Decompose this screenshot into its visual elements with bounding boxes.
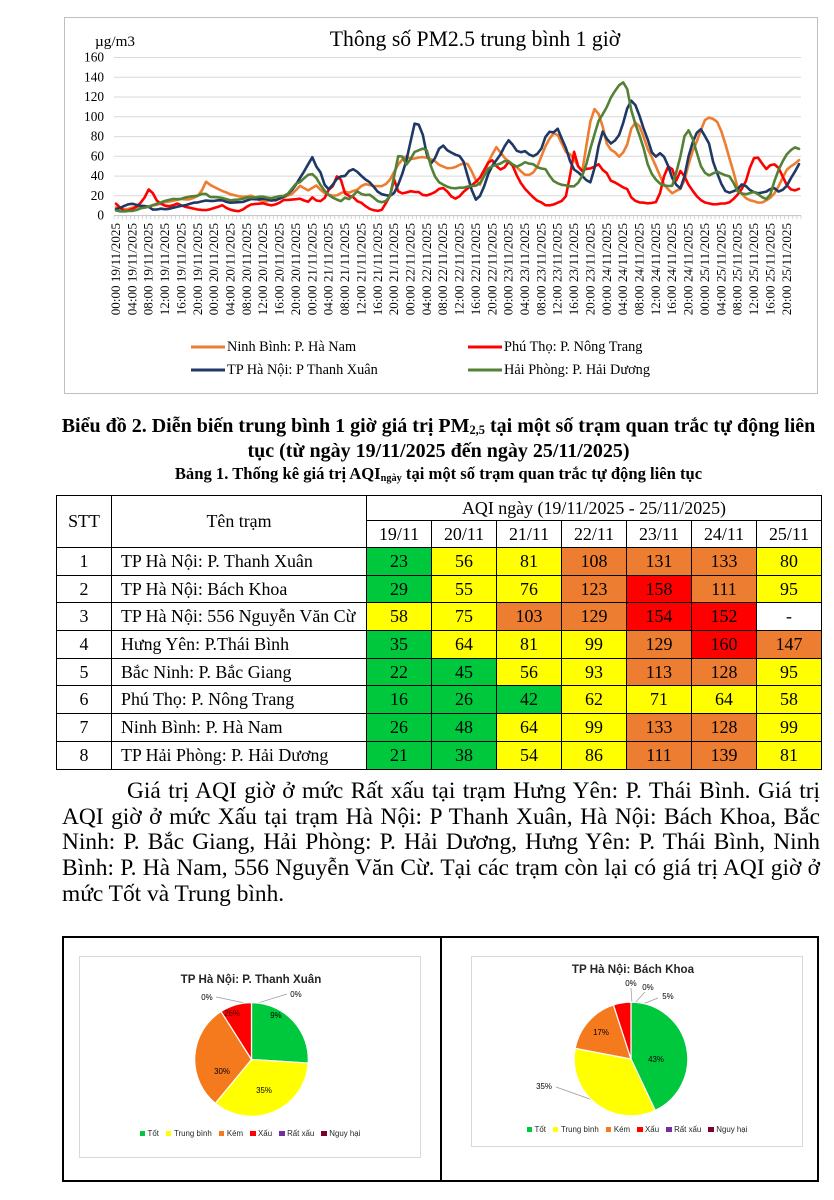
svg-text:Thông số PM2.5 trung bình 1 gi: Thông số PM2.5 trung bình 1 giờ bbox=[330, 27, 621, 51]
svg-text:04:00 22/11/2025: 04:00 22/11/2025 bbox=[419, 223, 434, 316]
svg-text:08:00 24/11/2025: 08:00 24/11/2025 bbox=[632, 223, 647, 316]
svg-text:16:00 23/11/2025: 16:00 23/11/2025 bbox=[566, 223, 581, 316]
svg-text:12:00 23/11/2025: 12:00 23/11/2025 bbox=[550, 223, 565, 316]
svg-text:00:00 25/11/2025: 00:00 25/11/2025 bbox=[697, 223, 712, 316]
svg-text:04:00 19/11/2025: 04:00 19/11/2025 bbox=[124, 223, 139, 316]
svg-text:0%: 0% bbox=[625, 979, 636, 988]
svg-text:160: 160 bbox=[84, 50, 104, 65]
svg-text:35%: 35% bbox=[536, 1082, 552, 1091]
svg-text:00:00 21/11/2025: 00:00 21/11/2025 bbox=[304, 223, 319, 316]
svg-text:04:00 21/11/2025: 04:00 21/11/2025 bbox=[321, 223, 336, 316]
svg-text:40: 40 bbox=[91, 168, 105, 183]
svg-text:16:00 22/11/2025: 16:00 22/11/2025 bbox=[468, 223, 483, 316]
svg-text:20:00 25/11/2025: 20:00 25/11/2025 bbox=[779, 223, 794, 316]
svg-text:20:00 22/11/2025: 20:00 22/11/2025 bbox=[484, 223, 499, 316]
svg-text:16:00 24/11/2025: 16:00 24/11/2025 bbox=[664, 223, 679, 316]
svg-text:00:00 19/11/2025: 00:00 19/11/2025 bbox=[108, 223, 123, 316]
svg-text:43%: 43% bbox=[648, 1055, 664, 1064]
svg-text:Ninh Bình: P. Hà Nam: Ninh Bình: P. Hà Nam bbox=[227, 339, 356, 355]
svg-text:04:00 23/11/2025: 04:00 23/11/2025 bbox=[517, 223, 532, 316]
svg-text:80: 80 bbox=[91, 129, 105, 144]
svg-text:08:00 22/11/2025: 08:00 22/11/2025 bbox=[435, 223, 450, 316]
svg-text:0%: 0% bbox=[290, 990, 301, 999]
svg-text:12:00 21/11/2025: 12:00 21/11/2025 bbox=[353, 223, 368, 316]
svg-text:00:00 22/11/2025: 00:00 22/11/2025 bbox=[403, 223, 418, 316]
svg-text:20:00 24/11/2025: 20:00 24/11/2025 bbox=[681, 223, 696, 316]
svg-text:08:00 20/11/2025: 08:00 20/11/2025 bbox=[239, 223, 254, 316]
svg-text:00:00 20/11/2025: 00:00 20/11/2025 bbox=[206, 223, 221, 316]
svg-text:60: 60 bbox=[91, 148, 105, 163]
svg-text:20: 20 bbox=[91, 188, 105, 203]
svg-text:100: 100 bbox=[84, 109, 104, 124]
svg-text:04:00 25/11/2025: 04:00 25/11/2025 bbox=[713, 223, 728, 316]
svg-text:16:00 19/11/2025: 16:00 19/11/2025 bbox=[173, 223, 188, 316]
svg-text:120: 120 bbox=[84, 89, 104, 104]
svg-text:12:00 19/11/2025: 12:00 19/11/2025 bbox=[157, 223, 172, 316]
svg-text:TP Hà Nội: Bách Khoa: TP Hà Nội: Bách Khoa bbox=[572, 963, 695, 976]
svg-text:Phú Thọ: P. Nông Trang: Phú Thọ: P. Nông Trang bbox=[504, 339, 642, 355]
svg-text:9%: 9% bbox=[270, 1011, 281, 1020]
svg-text:08:00 23/11/2025: 08:00 23/11/2025 bbox=[533, 223, 548, 316]
svg-text:04:00 24/11/2025: 04:00 24/11/2025 bbox=[615, 223, 630, 316]
svg-text:TP Hà Nội: P. Thanh Xuân: TP Hà Nội: P. Thanh Xuân bbox=[181, 973, 322, 986]
svg-text:TP Hà Nội: P Thanh Xuân: TP Hà Nội: P Thanh Xuân bbox=[227, 362, 378, 378]
svg-text:16:00 25/11/2025: 16:00 25/11/2025 bbox=[762, 223, 777, 316]
svg-text:00:00 23/11/2025: 00:00 23/11/2025 bbox=[501, 223, 516, 316]
svg-text:12:00 20/11/2025: 12:00 20/11/2025 bbox=[255, 223, 270, 316]
svg-text:08:00 25/11/2025: 08:00 25/11/2025 bbox=[730, 223, 745, 316]
svg-text:30%: 30% bbox=[214, 1067, 230, 1076]
svg-text:16:00 21/11/2025: 16:00 21/11/2025 bbox=[370, 223, 385, 316]
svg-text:20:00 23/11/2025: 20:00 23/11/2025 bbox=[582, 223, 597, 316]
svg-text:08:00 21/11/2025: 08:00 21/11/2025 bbox=[337, 223, 352, 316]
svg-text:16:00 20/11/2025: 16:00 20/11/2025 bbox=[272, 223, 287, 316]
svg-text:00:00 24/11/2025: 00:00 24/11/2025 bbox=[599, 223, 614, 316]
svg-text:26%: 26% bbox=[224, 1009, 240, 1018]
svg-text:12:00 22/11/2025: 12:00 22/11/2025 bbox=[452, 223, 467, 316]
svg-text:04:00 20/11/2025: 04:00 20/11/2025 bbox=[223, 223, 238, 316]
svg-text:35%: 35% bbox=[256, 1086, 272, 1095]
svg-text:0%: 0% bbox=[201, 993, 212, 1002]
svg-text:17%: 17% bbox=[593, 1028, 609, 1037]
svg-text:20:00 20/11/2025: 20:00 20/11/2025 bbox=[288, 223, 303, 316]
svg-text:12:00 25/11/2025: 12:00 25/11/2025 bbox=[746, 223, 761, 316]
svg-text:Hải Phòng: P. Hải Dương: Hải Phòng: P. Hải Dương bbox=[504, 362, 650, 378]
svg-text:0%: 0% bbox=[642, 983, 653, 992]
svg-text:20:00 19/11/2025: 20:00 19/11/2025 bbox=[190, 223, 205, 316]
svg-text:12:00 24/11/2025: 12:00 24/11/2025 bbox=[648, 223, 663, 316]
svg-text:08:00 19/11/2025: 08:00 19/11/2025 bbox=[141, 223, 156, 316]
svg-text:140: 140 bbox=[84, 69, 104, 84]
svg-text:µg/m3: µg/m3 bbox=[95, 33, 135, 50]
svg-text:0: 0 bbox=[97, 208, 104, 223]
svg-text:20:00 21/11/2025: 20:00 21/11/2025 bbox=[386, 223, 401, 316]
svg-text:5%: 5% bbox=[662, 992, 673, 1001]
